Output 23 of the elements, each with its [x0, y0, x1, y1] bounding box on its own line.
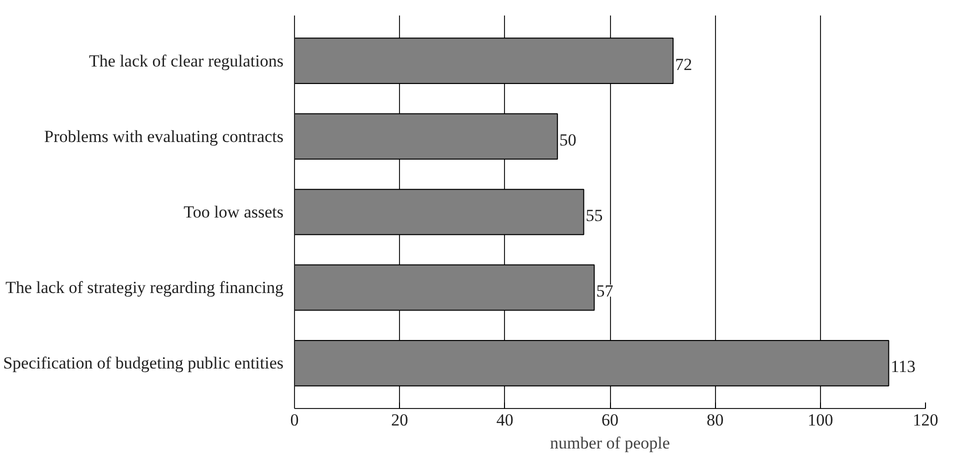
y-tick-label: Problems with evaluating contracts: [44, 126, 284, 146]
data-label: 55: [586, 206, 603, 225]
bar: [294, 113, 558, 160]
x-tick-label: 120: [912, 410, 938, 430]
x-tick-label: 100: [808, 410, 834, 430]
x-tick-label: 80: [706, 410, 724, 430]
y-tick-label: The lack of clear regulations: [89, 51, 284, 70]
y-tick-label: Specification of budgeting public entities: [3, 354, 284, 373]
x-tick-label: 0: [290, 410, 299, 430]
bar: [294, 188, 584, 236]
bar: [294, 340, 890, 386]
bar: [294, 264, 595, 311]
y-tick-label: Too low assets: [184, 202, 284, 222]
x-axis-title: number of people: [550, 434, 670, 452]
y-tick-label: The lack of strategiy regarding financing: [5, 278, 284, 298]
x-tick-label: 60: [602, 410, 618, 430]
x-tick-label: 20: [391, 410, 408, 430]
data-label: 72: [675, 54, 692, 74]
data-label: 113: [890, 357, 916, 376]
data-label: 57: [596, 282, 614, 301]
x-tick-label: 40: [496, 410, 514, 430]
bar: [294, 38, 674, 84]
data-label: 50: [559, 130, 576, 150]
